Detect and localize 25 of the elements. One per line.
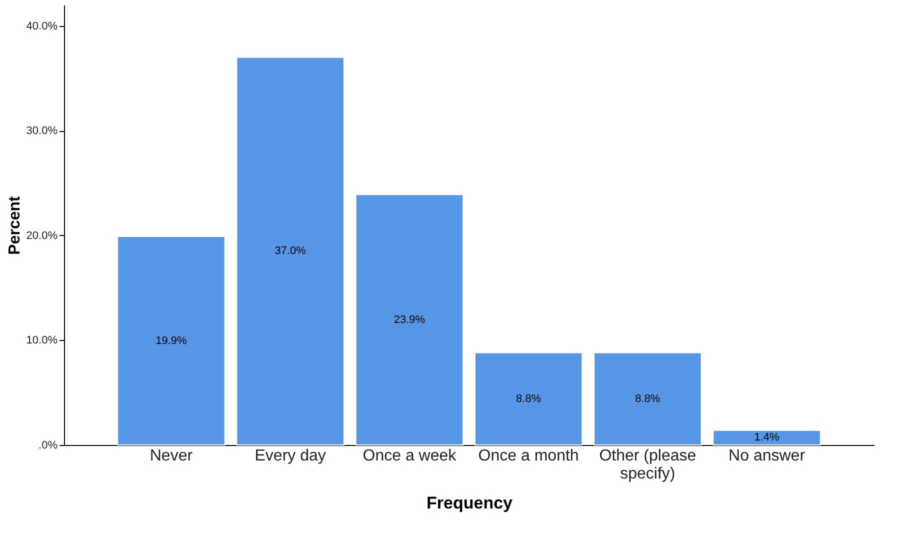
data-label: 8.8% — [516, 392, 542, 405]
bar — [594, 352, 702, 446]
x-tick-label: Every day — [254, 448, 326, 464]
data-label: 19.9% — [156, 334, 188, 347]
x-tick-label: Other (please specify) — [599, 448, 696, 482]
x-tick-label: Once a week — [362, 448, 458, 464]
bar — [236, 56, 344, 446]
y-tick-label: 30.0% — [26, 125, 58, 138]
data-label: 8.8% — [635, 392, 660, 405]
x-tick-label: Never — [150, 448, 194, 464]
y-tick-label: 40.0% — [26, 20, 58, 32]
y-tick-label: .0% — [38, 440, 58, 452]
x-axis-title: Frequency — [426, 494, 514, 512]
y-tick-label: 20.0% — [26, 230, 58, 242]
data-label: 1.4% — [754, 432, 780, 444]
y-tick-label: 10.0% — [26, 334, 58, 347]
data-label: 37.0% — [274, 245, 306, 258]
bar — [712, 430, 821, 446]
bar — [474, 352, 583, 446]
y-axis-title: Percent — [6, 195, 24, 255]
x-tick-label: Once a month — [478, 448, 579, 464]
data-label: 23.9% — [394, 314, 426, 326]
bar — [355, 194, 464, 446]
bar — [117, 236, 226, 446]
x-tick-label: No answer — [728, 448, 806, 464]
